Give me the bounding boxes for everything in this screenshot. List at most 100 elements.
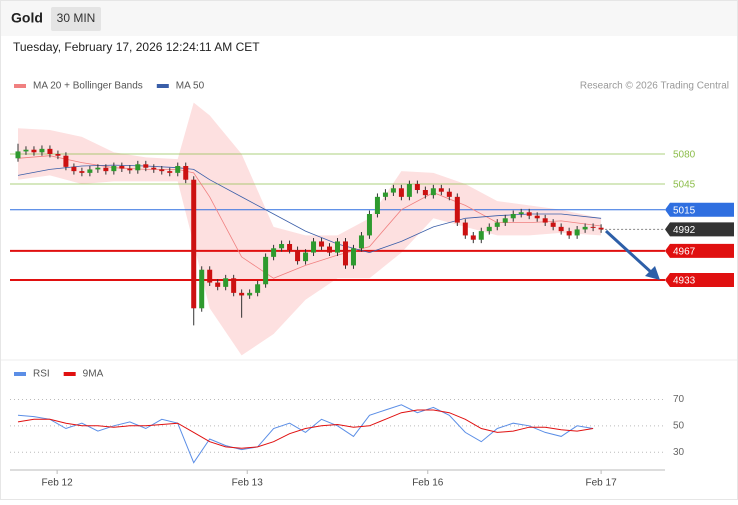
- candle-body: [39, 148, 45, 153]
- legend-label: MA 20 + Bollinger Bands: [33, 81, 143, 92]
- candle-body: [526, 212, 532, 216]
- candle-body: [63, 155, 69, 167]
- candle-body: [207, 269, 213, 283]
- candle-body: [558, 226, 564, 232]
- candle-body: [550, 222, 556, 227]
- candle-body: [390, 188, 396, 193]
- candle-body: [47, 148, 53, 154]
- level-label-box: [665, 222, 734, 237]
- candle-body: [239, 292, 245, 296]
- legend-swatch: [63, 372, 76, 376]
- candle-body: [574, 229, 580, 236]
- indicator-line: [17, 409, 594, 449]
- candle-body: [398, 188, 404, 197]
- level-label-box: [665, 202, 734, 217]
- candle-body: [79, 171, 85, 173]
- candle-body: [199, 269, 205, 309]
- candle-body: [598, 227, 604, 230]
- candle-body: [582, 226, 588, 230]
- level-label: 4992: [673, 225, 696, 236]
- candle-body: [542, 218, 548, 223]
- candle-body: [414, 184, 420, 190]
- candle-body: [566, 231, 572, 236]
- candle-body: [271, 248, 277, 257]
- candle-body: [15, 151, 21, 159]
- candle-body: [366, 214, 372, 236]
- candle-body: [87, 169, 93, 173]
- candle-body: [422, 190, 428, 196]
- candle-body: [23, 149, 29, 152]
- legend-swatch: [14, 84, 26, 88]
- header-bar: [1, 1, 737, 36]
- level-label: 5080: [673, 150, 696, 161]
- candle-body: [175, 166, 181, 173]
- candle-body: [350, 248, 356, 266]
- candle-body: [590, 226, 596, 228]
- candle-body: [311, 241, 317, 253]
- level-label: 4933: [673, 276, 696, 287]
- candle-body: [247, 292, 253, 296]
- candle-body: [191, 179, 197, 309]
- candle-body: [167, 171, 173, 173]
- level-label-box: [665, 273, 734, 287]
- datetime: Tuesday, February 17, 2026 12:24:11 AM C…: [13, 40, 260, 54]
- candle-body: [303, 252, 309, 262]
- timeframe[interactable]: 30 MIN: [57, 11, 96, 25]
- candle-body: [319, 241, 325, 247]
- chart-layer: MA 20 + Bollinger Bands MA 50 5080 5045 5015…: [10, 81, 734, 489]
- candle-body: [374, 196, 380, 214]
- x-tick-label: Feb 17: [586, 478, 618, 489]
- candle-body: [486, 226, 492, 232]
- candle-body: [31, 149, 37, 153]
- candle-body: [287, 244, 293, 250]
- candle-body: [151, 167, 157, 170]
- x-tick-label: Feb 16: [412, 478, 444, 489]
- legend-swatch: [156, 84, 169, 88]
- x-tick-label: Feb 13: [232, 478, 264, 489]
- legend-label: MA 50: [176, 81, 205, 92]
- candle-body: [263, 256, 269, 285]
- candle-body: [446, 191, 452, 197]
- candle-body: [143, 164, 149, 168]
- candle-body: [534, 215, 540, 219]
- arrow-head: [645, 266, 660, 280]
- candle-body: [127, 168, 133, 171]
- legend-label: 9MA: [83, 369, 104, 380]
- candle-body: [223, 278, 229, 287]
- candle-body: [103, 167, 109, 172]
- y-tick-label: 30: [673, 447, 685, 458]
- bollinger-band: [18, 102, 602, 356]
- candle-body: [494, 222, 500, 227]
- candle-body: [119, 166, 125, 169]
- candle-body: [502, 218, 508, 223]
- candle-body: [430, 188, 436, 196]
- ma-line: [17, 155, 602, 279]
- candle-body: [231, 278, 237, 293]
- candle-body: [111, 166, 117, 172]
- forecast-arrow: [604, 229, 660, 280]
- title: Gold: [11, 10, 43, 26]
- candle-body: [295, 250, 301, 262]
- candle-body: [478, 231, 484, 240]
- candle-body: [55, 154, 61, 156]
- candle-body: [71, 166, 77, 172]
- legend-swatch: [14, 372, 26, 376]
- arrow-shaft: [604, 229, 654, 275]
- candle-body: [135, 164, 141, 171]
- candle-body: [215, 282, 221, 287]
- x-tick-label: Feb 12: [42, 478, 74, 489]
- timeframe-button[interactable]: [51, 7, 101, 31]
- indicator-line: [17, 404, 594, 464]
- candle-body: [342, 241, 348, 266]
- legend-label: RSI: [33, 369, 50, 380]
- level-label: 5015: [673, 205, 696, 216]
- level-label: 4967: [673, 246, 696, 257]
- credit: Research © 2026 Trading Central: [580, 81, 729, 92]
- candle-body: [454, 196, 460, 223]
- candle-body: [382, 192, 388, 197]
- candle-body: [255, 284, 261, 293]
- candle-body: [510, 214, 516, 219]
- candle-body: [462, 222, 468, 236]
- candle-body: [279, 244, 285, 249]
